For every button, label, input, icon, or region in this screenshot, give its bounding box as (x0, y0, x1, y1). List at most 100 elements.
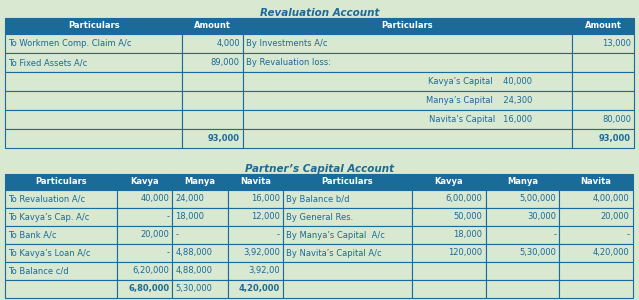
Bar (573, 72, 634, 91)
Bar (486, 190, 559, 208)
Bar (5, 174, 117, 190)
Bar (243, 34, 573, 53)
Bar (5, 190, 117, 208)
Text: By Manya’s Capital  A/c: By Manya’s Capital A/c (286, 230, 385, 239)
Bar (283, 190, 412, 208)
Text: To Balance c/d: To Balance c/d (8, 266, 68, 275)
Bar (486, 244, 559, 262)
Bar (412, 190, 486, 208)
Text: To Kavya’s Cap. A/c: To Kavya’s Cap. A/c (8, 212, 89, 221)
Text: 12,000: 12,000 (251, 212, 280, 221)
Text: By General Res.: By General Res. (286, 212, 353, 221)
Bar (243, 110, 573, 129)
Bar (173, 226, 227, 244)
Text: Amount: Amount (585, 22, 622, 31)
Bar (486, 208, 559, 226)
Text: 5,30,000: 5,30,000 (175, 284, 212, 293)
Text: To Fixed Assets A/c: To Fixed Assets A/c (8, 58, 88, 67)
Text: 13,000: 13,000 (602, 39, 631, 48)
Text: Particulars: Particulars (35, 178, 87, 187)
Text: Particulars: Particulars (381, 22, 433, 31)
Text: -: - (166, 248, 169, 257)
Text: 4,88,000: 4,88,000 (175, 248, 212, 257)
Text: 89,000: 89,000 (211, 58, 240, 67)
Bar (117, 174, 173, 190)
Text: -: - (553, 230, 556, 239)
Text: By Balance b/d: By Balance b/d (286, 194, 350, 203)
Bar (227, 190, 283, 208)
Bar (559, 190, 633, 208)
Text: 30,000: 30,000 (527, 212, 556, 221)
Bar (5, 226, 117, 244)
Text: Manya: Manya (507, 178, 538, 187)
Bar (243, 129, 573, 148)
Text: Kavya: Kavya (435, 178, 463, 187)
Bar (173, 244, 227, 262)
Bar (5, 34, 182, 53)
Bar (227, 208, 283, 226)
Text: 120,000: 120,000 (449, 248, 482, 257)
Bar (283, 244, 412, 262)
Text: Navita: Navita (240, 178, 271, 187)
Bar (559, 174, 633, 190)
Text: 4,000: 4,000 (216, 39, 240, 48)
Bar (283, 226, 412, 244)
Bar (5, 262, 117, 280)
Bar (173, 174, 227, 190)
Text: 80,000: 80,000 (602, 115, 631, 124)
Bar (486, 174, 559, 190)
Bar (182, 18, 243, 34)
Bar (412, 262, 486, 280)
Text: -: - (175, 230, 178, 239)
Text: Navita’s Capital   16,000: Navita’s Capital 16,000 (429, 115, 532, 124)
Bar (412, 280, 486, 298)
Bar (227, 280, 283, 298)
Bar (412, 208, 486, 226)
Bar (182, 72, 243, 91)
Bar (227, 226, 283, 244)
Bar (5, 280, 117, 298)
Bar (559, 208, 633, 226)
Bar (227, 244, 283, 262)
Text: 40,000: 40,000 (141, 194, 169, 203)
Bar (283, 208, 412, 226)
Text: By Investments A/c: By Investments A/c (246, 39, 327, 48)
Text: 93,000: 93,000 (599, 134, 631, 143)
Bar (486, 226, 559, 244)
Bar (117, 208, 173, 226)
Text: Navita: Navita (580, 178, 612, 187)
Text: 93,000: 93,000 (208, 134, 240, 143)
Text: 4,88,000: 4,88,000 (175, 266, 212, 275)
Text: 4,20,000: 4,20,000 (593, 248, 630, 257)
Bar (5, 18, 182, 34)
Bar (559, 262, 633, 280)
Text: Particulars: Particulars (68, 22, 119, 31)
Bar (559, 244, 633, 262)
Text: Amount: Amount (194, 22, 231, 31)
Text: 6,80,000: 6,80,000 (128, 284, 169, 293)
Text: To Revaluation A/c: To Revaluation A/c (8, 194, 85, 203)
Text: 5,30,000: 5,30,000 (520, 248, 556, 257)
Text: To Bank A/c: To Bank A/c (8, 230, 56, 239)
Bar (5, 244, 117, 262)
Bar (573, 129, 634, 148)
Bar (227, 174, 283, 190)
Bar (412, 226, 486, 244)
Bar (117, 190, 173, 208)
Bar (573, 53, 634, 72)
Text: 4,00,000: 4,00,000 (593, 194, 630, 203)
Bar (243, 18, 573, 34)
Bar (117, 226, 173, 244)
Bar (5, 110, 182, 129)
Bar (573, 34, 634, 53)
Bar (283, 174, 412, 190)
Bar (182, 110, 243, 129)
Text: 20,000: 20,000 (601, 212, 630, 221)
Text: 18,000: 18,000 (175, 212, 204, 221)
Bar (117, 244, 173, 262)
Bar (173, 208, 227, 226)
Bar (182, 53, 243, 72)
Text: Manya: Manya (185, 178, 215, 187)
Bar (173, 280, 227, 298)
Text: 16,000: 16,000 (251, 194, 280, 203)
